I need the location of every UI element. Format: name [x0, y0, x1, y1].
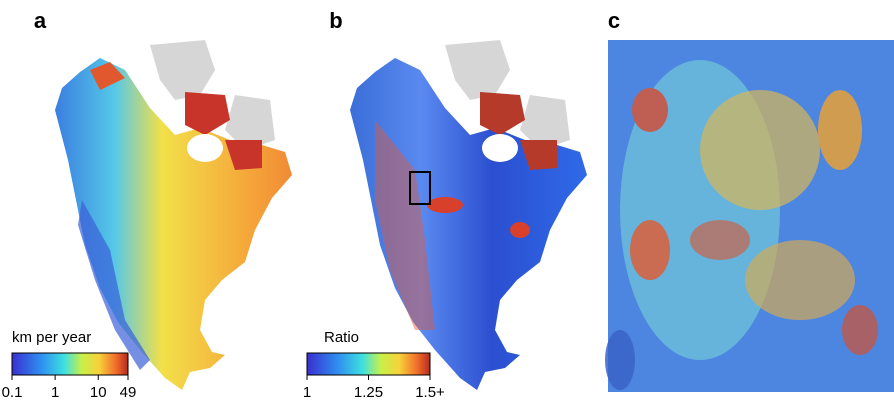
panel-label: a: [34, 8, 47, 33]
colorbar: [12, 353, 128, 375]
colorbar-tick-label: 1.5+: [415, 384, 445, 401]
colorbar-title: Ratio: [324, 329, 359, 346]
panel-label: c: [608, 8, 620, 33]
figure: a b c km per year Ratio 0.1 1 10 49 1 1.25 1.5…: [0, 0, 894, 404]
colorbar-tick-label: 49: [120, 384, 137, 401]
colorbar-tick-label: 10: [90, 384, 107, 401]
map-region: [185, 92, 230, 135]
colorbar-tick-label: 0.1: [2, 384, 23, 401]
colorbar-title: km per year: [12, 329, 91, 346]
hudson-bay: [482, 134, 518, 162]
panel-label: b: [329, 8, 342, 33]
map-region: [480, 92, 525, 135]
colorbar-tick-label: 1: [51, 384, 59, 401]
map-region: [427, 197, 463, 213]
colorbar-tick-label: 1: [303, 384, 311, 401]
colorbar-tick-label: 1.25: [354, 384, 383, 401]
map-region: [510, 222, 530, 238]
hudson-bay: [187, 134, 223, 162]
colorbar: [307, 353, 430, 375]
